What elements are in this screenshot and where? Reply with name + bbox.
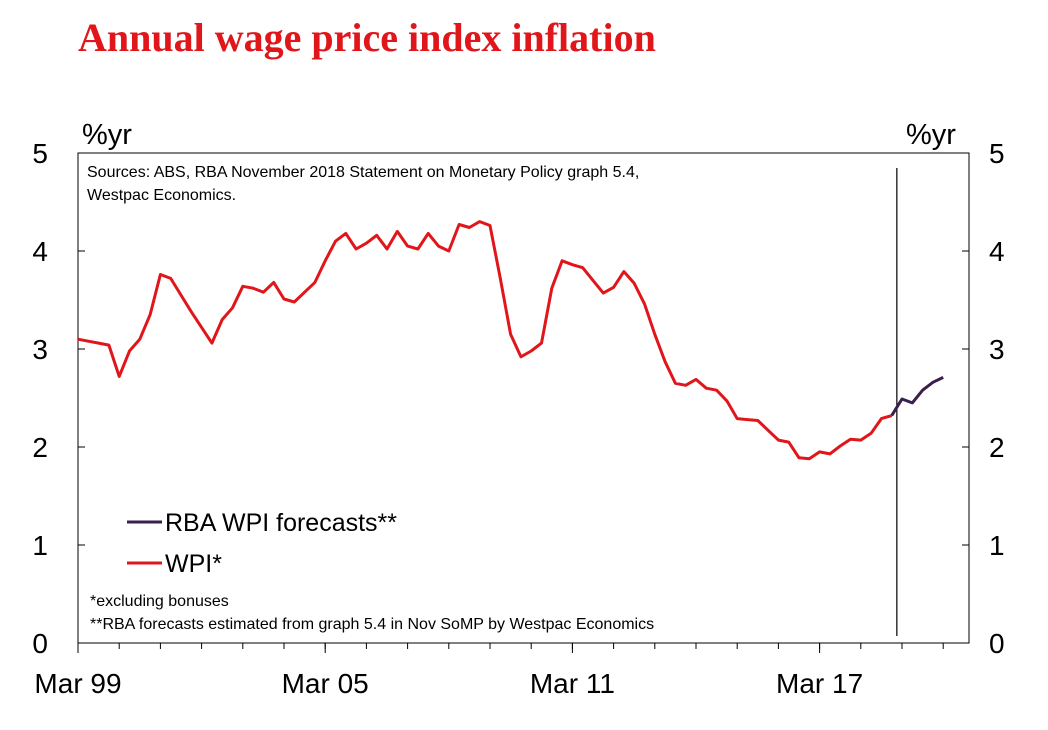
y-axis-unit-right: %yr [906, 119, 956, 151]
y-tick-label-right: 0 [989, 628, 1005, 659]
y-tick-label-left: 2 [32, 432, 48, 463]
footnote-bonuses: *excluding bonuses [90, 593, 229, 610]
y-tick-label-right: 4 [989, 236, 1005, 267]
plot-frame [77, 152, 970, 644]
x-tick-label: Mar 11 [530, 668, 615, 699]
forecast-series-line [890, 376, 944, 417]
sources-note-line-2: Westpac Economics. [87, 187, 236, 204]
x-tick-label: Mar 99 [34, 668, 121, 699]
y-axis-unit-left: %yr [82, 119, 132, 151]
sources-note: Sources: ABS, RBA November 2018 Statemen… [87, 164, 639, 181]
legend-label-forecast: RBA WPI forecasts** [165, 509, 397, 537]
y-tick-label-left: 5 [32, 138, 48, 169]
y-tick-label-left: 4 [32, 236, 48, 267]
chart-marks: 0 0 1 1 2 2 3 3 4 4 5 5 Mar 99 Mar 05 Mar 11 Mar 17 [32, 138, 1004, 699]
y-tick-label-left: 0 [32, 628, 48, 659]
y-tick-label-right: 1 [989, 530, 1005, 561]
wpi-series-line [77, 220, 893, 461]
y-tick-label-right: 3 [989, 334, 1005, 365]
y-tick-label-left: 3 [32, 334, 48, 365]
y-tick-label-left: 1 [32, 530, 48, 561]
legend-label-wpi: WPI* [165, 550, 222, 578]
chart-title: Annual wage price index inflation [78, 15, 656, 60]
footnote-forecasts: **RBA forecasts estimated from graph 5.4… [90, 616, 654, 633]
y-tick-label-right: 5 [989, 138, 1005, 169]
y-tick-label-right: 2 [989, 432, 1005, 463]
x-tick-label: Mar 17 [776, 668, 863, 699]
x-tick-label: Mar 05 [282, 668, 369, 699]
